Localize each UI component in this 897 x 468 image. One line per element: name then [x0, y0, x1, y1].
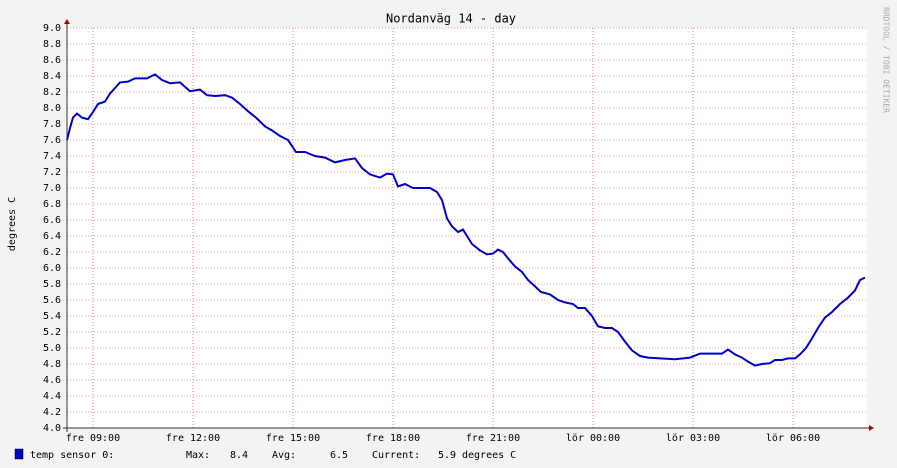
y-tick-label: 6.8: [43, 199, 61, 210]
y-tick-label: 7.8: [43, 119, 61, 130]
y-tick-label: 4.4: [43, 391, 61, 402]
grid: [67, 27, 867, 429]
data-line: [66, 73, 866, 367]
y-tick-label: 6.4: [43, 231, 61, 242]
y-tick-label: 5.0: [43, 343, 61, 354]
legend-label: temp sensor 0:: [30, 450, 114, 461]
y-tick-label: 4.0: [43, 423, 61, 434]
y-tick-label: 7.2: [43, 167, 61, 178]
x-tick-label: fre 21:00: [466, 433, 520, 444]
x-tick-label: fre 15:00: [266, 433, 320, 444]
stat-label: Current:: [372, 450, 420, 461]
x-tick-label: lör 06:00: [766, 433, 820, 444]
y-tick-label: 6.2: [43, 247, 61, 258]
x-tick-label: lör 00:00: [566, 433, 620, 444]
watermark: RRDTOOL / TOBI OETIKER: [882, 7, 891, 113]
y-tick-label: 4.2: [43, 407, 61, 418]
y-tick-label: 8.6: [43, 55, 61, 66]
y-tick-label: 6.6: [43, 215, 61, 226]
plot: [66, 73, 866, 367]
y-tick-label: 7.0: [43, 183, 61, 194]
x-arrow: [869, 425, 874, 431]
y-tick-label: 5.8: [43, 279, 61, 290]
y-tick-label: 7.4: [43, 151, 61, 162]
legend-swatch: [14, 448, 24, 460]
y-tick-label: 9.0: [43, 23, 61, 34]
y-axis-label: degrees C: [7, 197, 18, 251]
y-tick-label: 5.2: [43, 327, 61, 338]
y-tick-label: 4.6: [43, 375, 61, 386]
stat-value: 8.4: [230, 450, 248, 461]
x-tick-label: fre 12:00: [166, 433, 220, 444]
y-arrow: [64, 19, 70, 24]
y-tick-label: 8.8: [43, 39, 61, 50]
stat-value: 5.9: [438, 450, 456, 461]
y-tick-label: 8.0: [43, 103, 61, 114]
plot-area: [67, 28, 867, 428]
y-tick-label: 6.0: [43, 263, 61, 274]
stat-unit: degrees C: [462, 450, 516, 461]
x-tick-label: fre 09:00: [66, 433, 120, 444]
y-tick-label: 8.2: [43, 87, 61, 98]
x-tick-label: lör 03:00: [666, 433, 720, 444]
y-tick-label: 7.6: [43, 135, 61, 146]
y-tick-label: 8.4: [43, 71, 61, 82]
x-tick-label: fre 18:00: [366, 433, 420, 444]
y-tick-label: 5.6: [43, 295, 61, 306]
stat-label: Max:: [186, 450, 210, 461]
y-tick-label: 5.4: [43, 311, 61, 322]
stat-label: Avg:: [272, 450, 296, 461]
y-tick-label: 4.8: [43, 359, 61, 370]
chart-title: Nordanväg 14 - day: [386, 12, 516, 26]
legend: temp sensor 0: Max: 8.4 Avg: 6.5 Current: 5.9 d…: [14, 448, 516, 461]
stat-value: 6.5: [330, 450, 348, 461]
